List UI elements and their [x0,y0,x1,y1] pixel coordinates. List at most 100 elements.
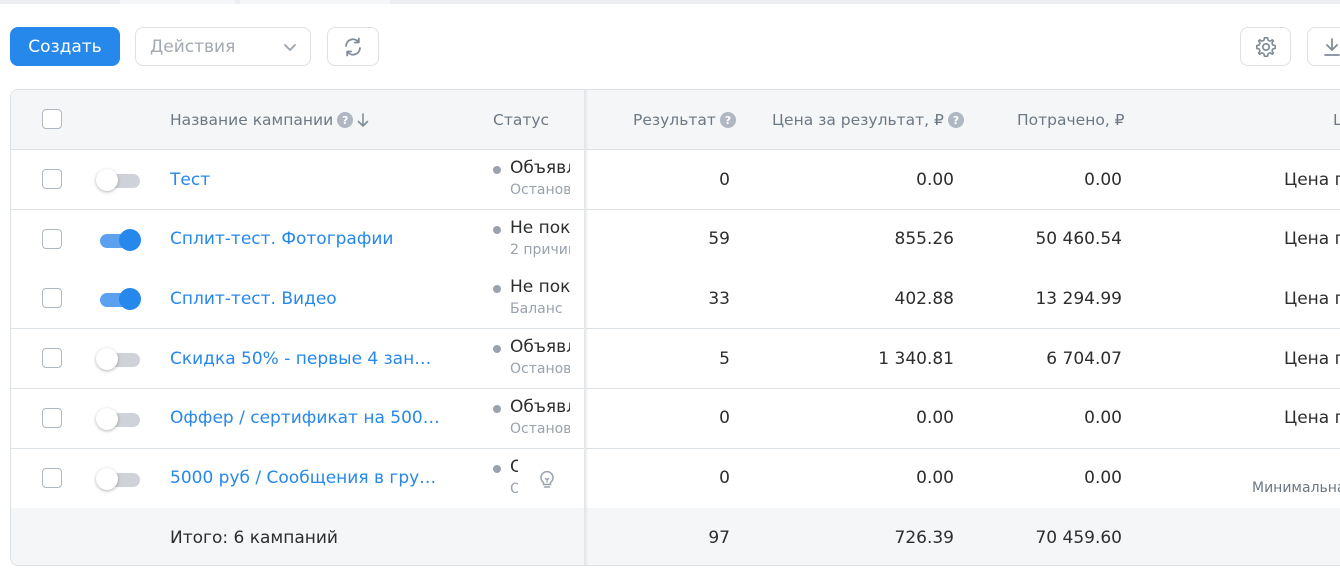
campaign-name-link[interactable]: 5000 руб / Сообщения в груп... [170,468,440,488]
status-text: Объявления [510,337,570,358]
status-text: Не показывается [510,277,570,298]
campaign-name-link[interactable]: Оффер / сертификат на 5000... [170,408,440,429]
campaign-toggle[interactable] [96,169,140,191]
row-checkbox[interactable] [42,348,62,369]
status-dot [493,166,501,174]
campaign-name-link[interactable]: Скидка 50% - первые 4 заня... [170,348,440,369]
cost-cell: 0.00 [916,169,954,190]
status-subtext: Остановлена [510,361,570,378]
tab-strip-segment [240,0,390,4]
top-tabs-strip [0,0,1340,4]
status-text: О [510,457,518,477]
table-row[interactable]: Тест Объявления Остановлена 0 0.00 0.00 … [11,150,1340,210]
toggle-knob [119,228,141,251]
table-row[interactable]: Скидка 50% - первые 4 заня... Объявления… [11,329,1340,390]
status-text: Объявления [510,396,570,417]
toggle-knob [119,288,141,311]
table-row[interactable]: Сплит-тест. Видео Не показывается Баланс… [11,269,1340,330]
tab-strip-segment [120,0,235,4]
toggle-knob [96,407,118,430]
status-text: Не показывается [510,217,570,238]
download-button[interactable] [1307,27,1340,66]
refresh-button[interactable] [327,27,379,66]
refresh-icon [345,37,361,56]
status-subtext: Баланс [510,301,563,318]
campaign-name-cell: Тест [170,150,440,209]
table-row[interactable]: 5000 руб / Сообщения в груп... О О 0 0.0… [11,448,1340,509]
extra-cell: Цена г [1284,288,1340,309]
row-checkbox[interactable] [42,467,62,488]
total-cost: 726.39 [894,527,954,548]
actions-select-label: Действия [150,36,236,57]
settings-button[interactable] [1240,27,1291,66]
campaign-toggle[interactable] [96,407,140,430]
column-header-spent[interactable]: Потрачено, ₽ [1017,111,1125,129]
create-button[interactable]: Создать [10,27,120,66]
campaign-toggle[interactable] [96,228,141,251]
spent-cell: 13 294.99 [1035,288,1122,309]
campaign-name-link[interactable]: Тест [170,169,211,190]
campaign-toggle[interactable] [96,348,140,371]
result-cell: 33 [708,288,730,309]
sort-arrow-down-icon[interactable] [356,112,370,128]
toggle-knob [96,467,118,490]
total-label: Итого: 6 кампаний [170,527,338,548]
status-cell: Не показывается Баланс [493,277,583,321]
status-text: Объявления [510,158,570,178]
status-dot [493,285,501,294]
extra-cell: Цена г [1284,169,1340,190]
table-row[interactable]: Оффер / сертификат на 5000... Объявления… [11,388,1340,449]
table-row[interactable]: Сплит-тест. Фотографии Не показывается 2… [11,209,1340,270]
toggle-knob [96,169,118,191]
help-icon[interactable]: ? [719,112,736,128]
row-checkbox[interactable] [42,407,62,428]
result-cell: 0 [719,408,730,429]
spent-cell: 0.00 [1084,408,1122,429]
table-header: Название кампании ? Статус Результат ? Ц… [11,90,1340,150]
status-cell: Объявления Остановлена [493,337,583,381]
status-cell: Объявления Остановлена [493,158,583,202]
column-header-status[interactable]: Статус [493,111,550,129]
row-checkbox[interactable] [42,288,62,309]
campaign-toggle[interactable] [96,467,140,490]
status-dot [493,464,501,473]
total-spent: 70 459.60 [1035,527,1122,548]
actions-select[interactable]: Действия [135,27,311,66]
cost-cell: 0.00 [916,408,954,429]
cost-cell: 855.26 [894,229,954,250]
download-icon [1324,37,1340,56]
row-checkbox[interactable] [42,228,62,249]
campaign-toggle[interactable] [96,288,141,311]
status-subtext: Остановлена [510,182,570,198]
spent-cell: 0.00 [1084,468,1122,488]
total-result: 97 [708,527,730,548]
campaign-name-link[interactable]: Сплит-тест. Видео [170,288,337,309]
extra-cell: Цена г [1284,229,1340,250]
status-cell: О О [493,457,523,501]
extra-cell: Цена г [1284,348,1340,369]
lightbulb-icon[interactable] [535,467,559,491]
column-header-cost-per-result[interactable]: Цена за результат, ₽ ? [772,90,964,150]
result-cell: 0 [719,468,730,488]
column-header-extra[interactable]: L [1333,90,1340,150]
help-icon[interactable]: ? [337,112,354,128]
campaigns-table: Название кампании ? Статус Результат ? Ц… [10,89,1340,566]
extra-cell: Цена г [1284,408,1340,429]
result-cell: 59 [708,229,730,250]
chevron-down-icon [284,44,296,51]
result-cell: 5 [719,348,730,369]
column-header-cost-label: Цена за результат, ₽ [772,111,944,129]
help-icon[interactable]: ? [947,112,964,128]
row-checkbox[interactable] [42,169,62,189]
campaign-name-cell: Сплит-тест. Фотографии [170,210,440,269]
column-header-name[interactable]: Название кампании ? [170,90,370,150]
select-all-checkbox[interactable] [42,109,62,129]
campaign-name-cell: Скидка 50% - первые 4 заня... [170,329,440,388]
column-header-result[interactable]: Результат ? [633,90,736,150]
spent-cell: 50 460.54 [1035,229,1122,250]
status-cell: Объявления Остановлена [493,397,583,441]
toolbar: Создать Действия [0,0,1340,88]
campaign-name-link[interactable]: Сплит-тест. Фотографии [170,229,394,250]
status-subtext: О [510,481,518,497]
extra-cell: Минимальна [1252,480,1340,496]
